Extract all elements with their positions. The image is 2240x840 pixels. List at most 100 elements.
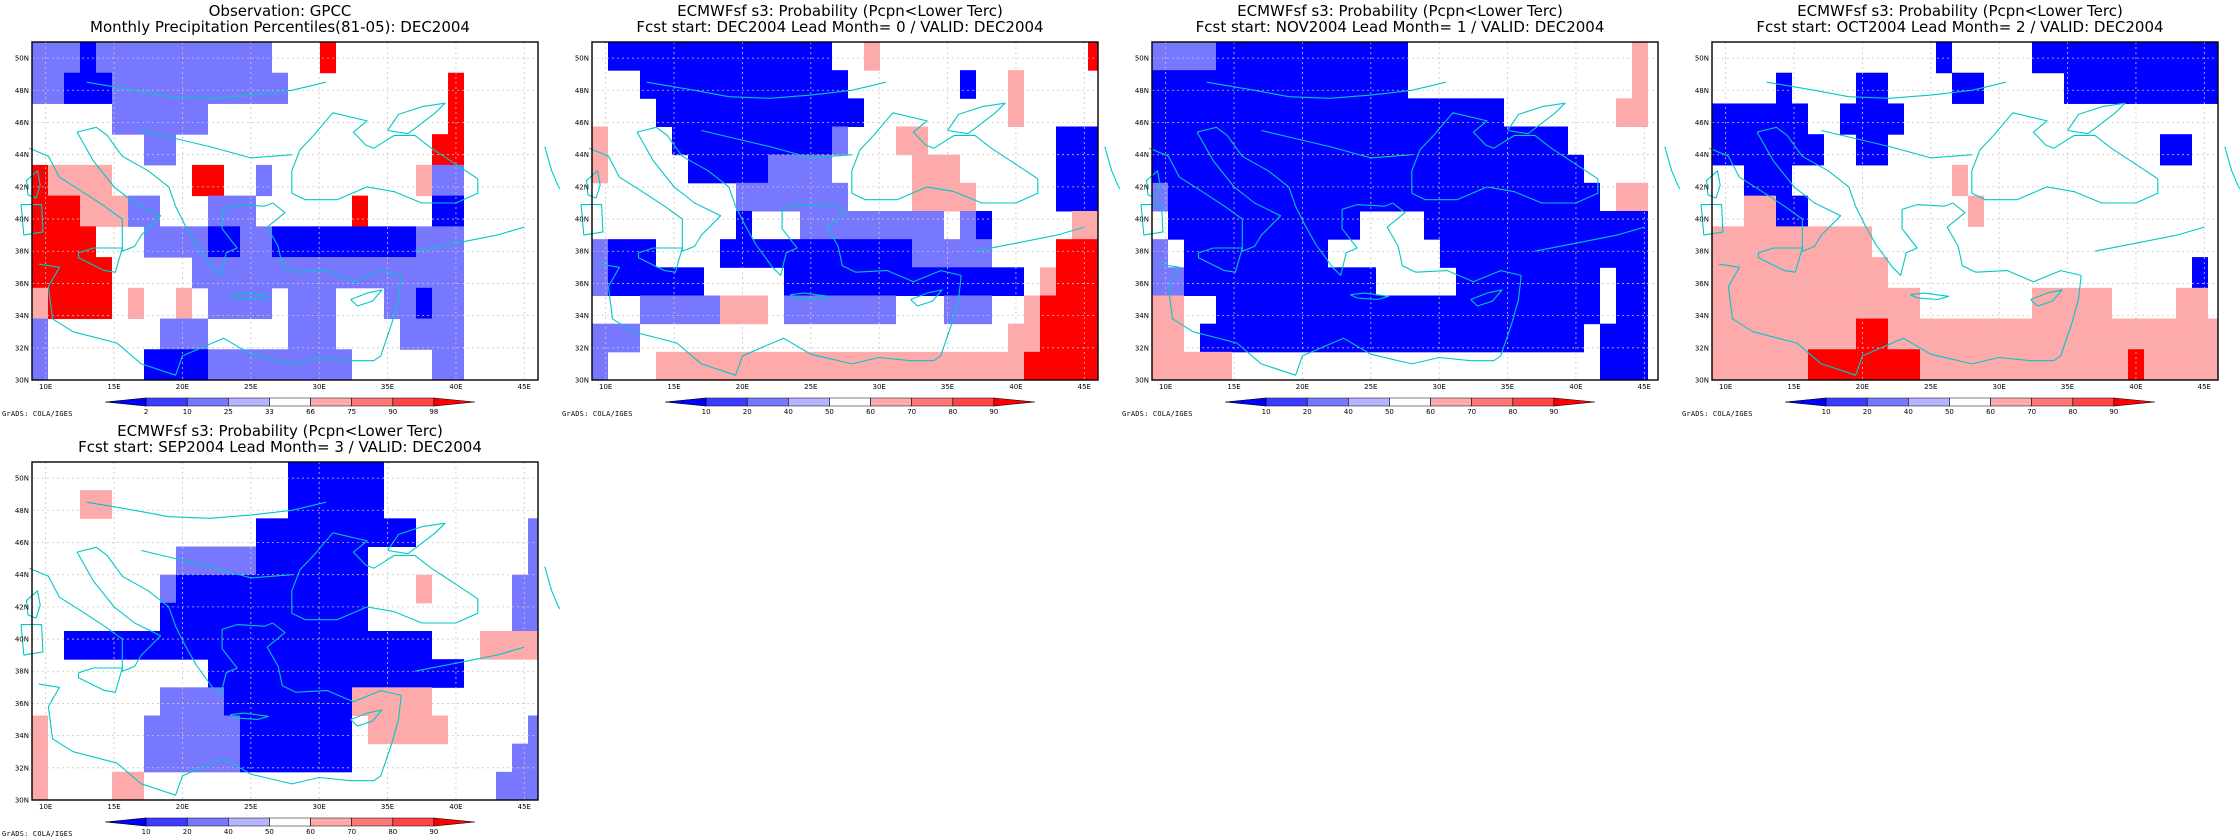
grid-cell	[208, 546, 224, 576]
grid-cell	[400, 659, 416, 688]
colorbar-tick-label: 80	[948, 408, 957, 416]
grid-cell	[864, 42, 880, 71]
grid-cell	[2192, 349, 2208, 381]
grid-cell	[1440, 211, 1456, 240]
grid-cell	[1264, 211, 1280, 240]
latitude-label: 50N	[575, 55, 589, 63]
grid-cell	[432, 659, 448, 688]
grid-cell	[320, 349, 336, 381]
grid-cell	[1360, 182, 1376, 212]
grid-cell	[800, 211, 816, 240]
grid-cell	[368, 462, 384, 491]
latitude-label: 34N	[1135, 312, 1149, 320]
grid-cell	[208, 164, 224, 197]
grid-cell	[1088, 239, 1098, 268]
grid-cell	[400, 257, 416, 289]
graticule	[32, 462, 538, 800]
grid-cell	[1392, 323, 1408, 353]
grid-cell	[384, 518, 400, 547]
grid-cell	[288, 743, 304, 773]
grid-cell	[1024, 295, 1040, 325]
grid-cell	[832, 98, 848, 127]
coastlines	[1700, 81, 2240, 376]
grid-cell	[192, 318, 208, 350]
grid-cell	[672, 351, 688, 381]
grid-cell	[2064, 42, 2080, 74]
grid-cell	[240, 574, 256, 604]
grid-cell	[144, 349, 160, 381]
grid-cell	[240, 631, 256, 660]
grid-cell	[1360, 42, 1376, 71]
grid-cell	[1568, 211, 1584, 240]
longitude-label: 45E	[2198, 383, 2211, 391]
grid-cell	[432, 134, 448, 166]
grid-cell	[1712, 318, 1728, 350]
grid-cell	[48, 226, 64, 258]
colorbar-segment	[911, 397, 954, 407]
colorbar-segment	[228, 397, 270, 407]
grid-cell	[688, 98, 704, 127]
latitude-label: 42N	[15, 183, 29, 191]
latitude-label: 38N	[1135, 248, 1149, 256]
grid-cell	[640, 239, 656, 268]
grid-cell	[992, 351, 1008, 381]
grid-cell	[720, 295, 736, 325]
grads-credit: GrADS: COLA/IGES	[1682, 410, 1753, 418]
grid-cell	[32, 318, 48, 350]
latitude-label: 40N	[15, 216, 29, 224]
grid-cell	[1248, 182, 1264, 212]
latitude-label: 44N	[1695, 151, 1709, 159]
grid-cell	[1312, 42, 1328, 71]
grid-cell	[1312, 126, 1328, 156]
grid-cell	[768, 154, 784, 184]
grid-cell	[176, 687, 192, 716]
grid-cell	[1264, 295, 1280, 325]
grid-cell	[784, 295, 800, 325]
grid-cell	[896, 211, 912, 240]
grid-cell	[1536, 267, 1552, 296]
coastline-path	[544, 566, 560, 610]
grid-cell	[1376, 154, 1392, 184]
grid-cell	[160, 226, 176, 258]
colorbar-segment	[145, 817, 188, 827]
grid-cell	[2208, 318, 2218, 350]
grid-cell	[1744, 164, 1760, 197]
grid-cell	[1440, 295, 1456, 325]
grid-cell	[1456, 126, 1472, 156]
grid-cell	[1728, 349, 1744, 381]
grid-cell	[192, 257, 208, 289]
grid-cell	[2144, 318, 2160, 350]
grid-cell	[224, 349, 240, 381]
grid-cell	[592, 267, 608, 296]
grid-cell	[1520, 323, 1536, 353]
grid-cell	[928, 154, 944, 184]
grid-cell	[2176, 134, 2192, 166]
grid-cell	[1344, 182, 1360, 212]
grid-cell	[320, 574, 336, 604]
grid-cell	[400, 287, 416, 320]
colorbar-segment	[788, 397, 830, 407]
latitude-label: 36N	[15, 280, 29, 288]
graticule	[1152, 42, 1658, 380]
coastline-path	[350, 709, 383, 727]
grid-cell	[1184, 70, 1200, 99]
grid-cell	[304, 257, 320, 289]
grid-cell	[1872, 103, 1888, 135]
grid-cell	[304, 687, 320, 716]
grid-cell	[144, 226, 160, 258]
longitude-label: 45E	[1638, 383, 1651, 391]
grid-cell	[1376, 98, 1392, 127]
grid-cell	[1248, 42, 1264, 71]
longitude-label: 15E	[1227, 383, 1240, 391]
grid-cell	[752, 295, 768, 325]
grid-cell	[768, 351, 784, 381]
grid-cell	[224, 42, 240, 74]
grid-cell	[880, 239, 896, 268]
grid-cell	[352, 659, 368, 688]
grid-cell	[272, 574, 288, 604]
grid-cell	[1856, 318, 1872, 350]
grid-cell	[1936, 318, 1952, 350]
grid-cell	[288, 518, 304, 547]
grid-cell	[336, 715, 352, 745]
grid-cell	[1168, 70, 1184, 99]
